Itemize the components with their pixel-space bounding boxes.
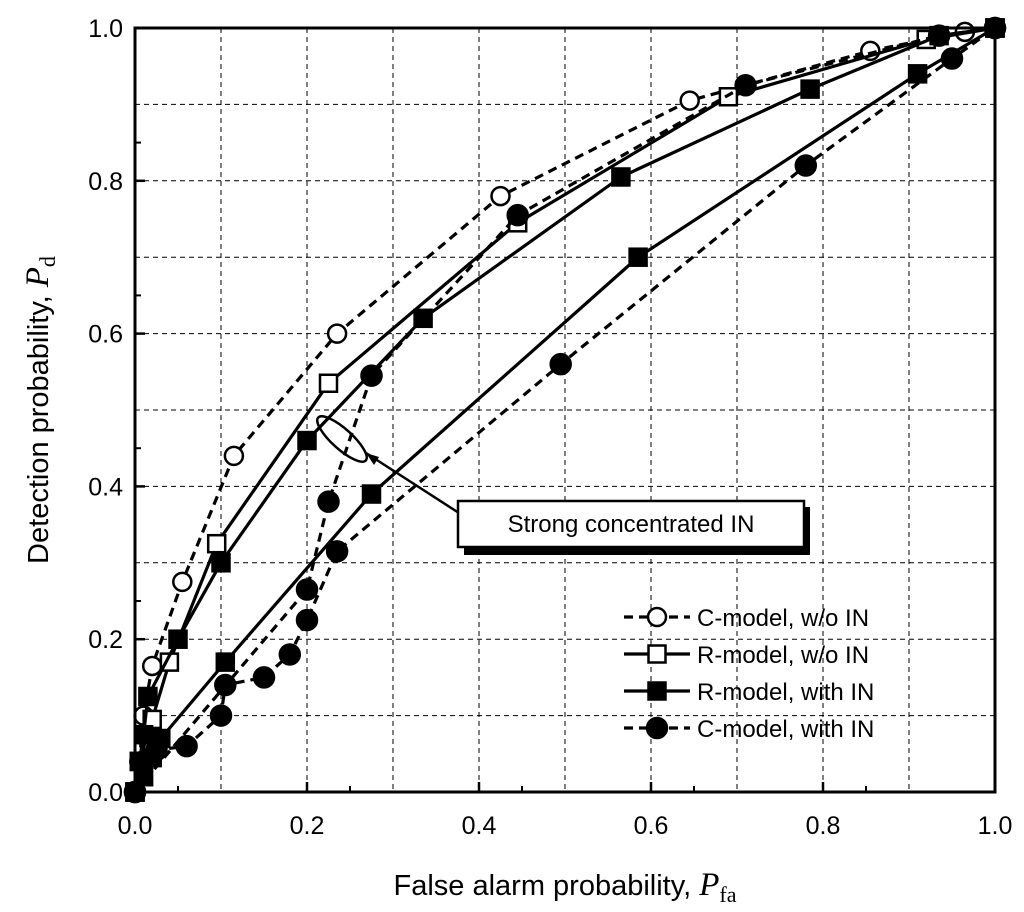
point-open-circle: [141, 655, 163, 677]
x-tick-label: 1.0: [978, 812, 1013, 840]
point-filled-square: [800, 79, 820, 99]
legend-label: C-model, with IN: [697, 716, 874, 743]
annotation-arrowhead: [366, 453, 379, 465]
x-tick-label: 0.2: [290, 812, 325, 840]
y-axis-title-symbol: P: [20, 267, 56, 288]
legend-entry: C-model, with IN: [624, 716, 874, 743]
point-filled-circle: [209, 704, 233, 727]
point-filled-square: [138, 686, 158, 707]
annotation-label: Strong concentrated IN: [508, 511, 755, 538]
legend-entry: C-model, w/o IN: [624, 605, 869, 632]
x-axis-title-symbol: P: [698, 867, 719, 903]
point-filled-circle: [506, 203, 529, 227]
y-axis-title-subscript: d: [35, 256, 60, 267]
point-open-circle: [326, 323, 348, 344]
point-filled-circle: [940, 47, 964, 70]
point-filled-circle: [175, 734, 198, 758]
x-axis-title-subscript: fa: [719, 882, 736, 907]
legend-label: R-model, with IN: [697, 679, 874, 706]
point-open-circle: [679, 90, 700, 111]
point-filled-circle: [295, 608, 319, 632]
point-filled-square: [168, 629, 188, 649]
x-tick-label: 0.6: [634, 812, 669, 840]
legend-entry: R-model, w/o IN: [624, 642, 869, 669]
grid: [135, 28, 995, 792]
point-open-square: [647, 644, 667, 664]
x-axis-title: False alarm probability, Pfa: [394, 867, 737, 907]
point-filled-circle: [549, 352, 572, 376]
point-open-square: [206, 533, 227, 554]
legend-label: R-model, w/o IN: [697, 642, 869, 669]
point-open-square: [318, 373, 339, 394]
point-filled-square: [215, 652, 236, 672]
point-filled-circle: [645, 716, 669, 740]
point-filled-square: [297, 430, 317, 451]
y-tick-label: 0.0: [88, 779, 123, 807]
axis-ticks: 0.0 0.2 0.4 0.6 0.8 1.0 0.0 0.2 0.4 0.6 0.8 1.0: [88, 15, 1012, 840]
point-filled-square: [647, 681, 667, 701]
legend: C-model, w/o IN R-model, w/o IN R-model, w…: [624, 605, 874, 743]
x-axis-title-text: False alarm probability,: [394, 870, 700, 902]
y-tick-label: 1.0: [88, 15, 123, 43]
y-tick-label: 0.4: [88, 473, 123, 501]
point-filled-square: [361, 484, 382, 504]
y-tick-label: 0.6: [88, 321, 123, 349]
point-filled-square: [611, 167, 631, 187]
point-filled-circle: [734, 74, 757, 97]
point-open-circle: [223, 445, 245, 467]
legend-label: C-model, w/o IN: [697, 605, 869, 632]
point-filled-circle: [325, 540, 349, 563]
point-filled-circle: [794, 154, 818, 177]
annotation-leader-line: [365, 451, 460, 515]
y-tick-label: 0.2: [88, 626, 123, 654]
point-filled-circle: [927, 24, 951, 47]
point-filled-square: [133, 724, 154, 745]
y-axis-title-text: Detection probability,: [23, 287, 55, 564]
series-5: [123, 16, 1007, 804]
point-filled-square: [628, 247, 648, 267]
point-filled-circle: [214, 673, 237, 697]
legend-entry: R-model, with IN: [624, 679, 874, 706]
point-open-circle: [172, 571, 193, 593]
point-open-circle: [490, 185, 511, 207]
point-filled-circle: [317, 490, 340, 513]
y-tick-label: 0.8: [88, 168, 123, 196]
y-axis-title: Detection probability, Pd: [20, 256, 60, 564]
point-open-circle: [646, 606, 668, 628]
point-filled-circle: [278, 643, 302, 666]
x-tick-label: 0.0: [118, 812, 153, 840]
point-filled-circle: [295, 578, 319, 601]
x-tick-label: 0.4: [462, 812, 497, 840]
point-filled-circle: [360, 364, 383, 387]
plot-frame: [133, 26, 997, 794]
point-filled-circle: [252, 666, 276, 689]
series-layer: [123, 16, 1007, 804]
x-tick-label: 0.8: [806, 812, 841, 840]
point-filled-square: [907, 64, 928, 84]
point-filled-square: [211, 553, 231, 573]
annotation-ellipse: [316, 415, 368, 463]
annotation-box: [456, 499, 806, 549]
point-filled-circle: [145, 738, 168, 762]
annotation: Strong concentrated IN: [316, 415, 810, 555]
